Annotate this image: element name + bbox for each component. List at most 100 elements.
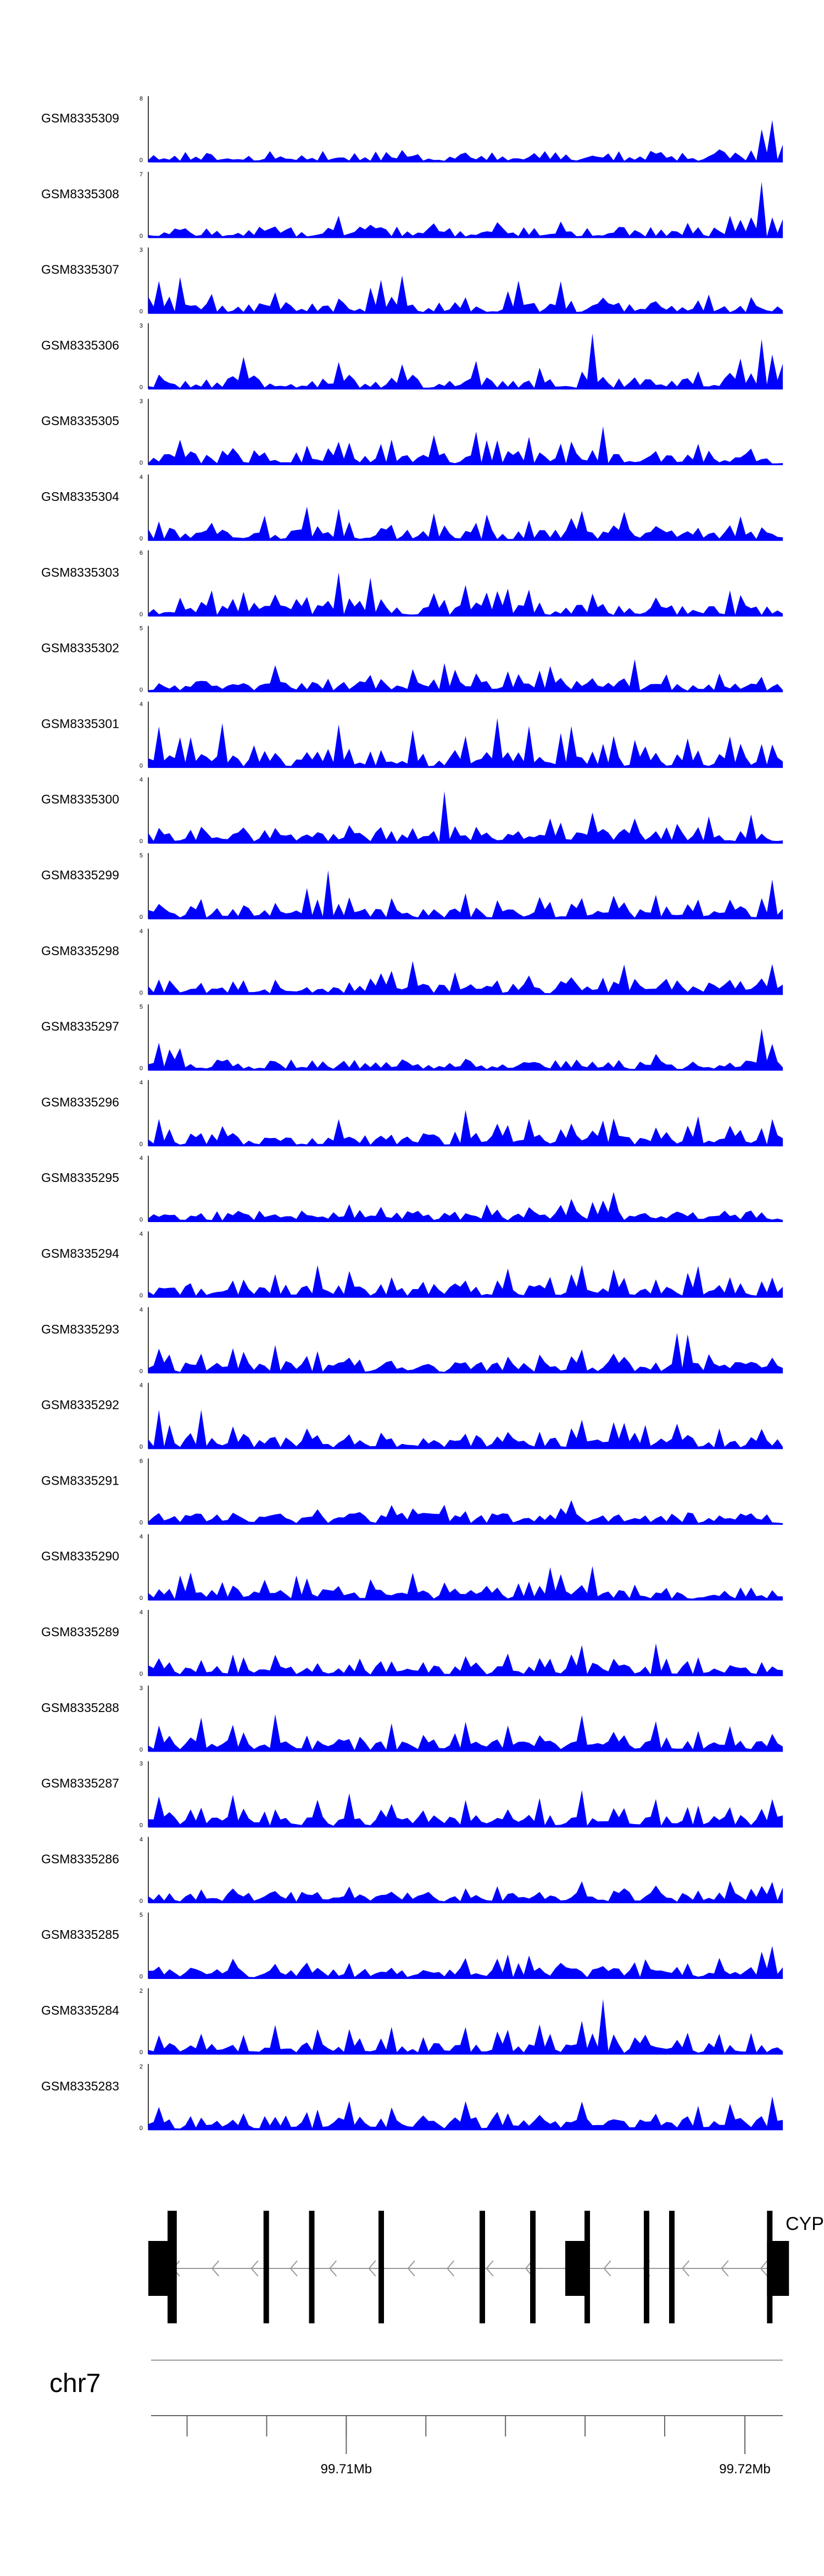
coverage-area [148,1881,783,1903]
strand-arrow [407,2260,415,2277]
track-GSM8335297: GSM8335297 5 0 [41,1004,783,1072]
track-ymax-label: 7 [140,171,143,178]
coverage-area [148,1500,783,1525]
strand-arrow [721,2260,729,2277]
coverage-area [148,120,783,162]
track-ymin-label: 0 [140,1898,143,1904]
coverage-tracks: GSM833530980GSM833530870GSM833530730GSM8… [41,96,783,2132]
track-GSM8335296: GSM8335296 4 0 [41,1079,783,1147]
gene-exon [530,2211,536,2323]
track-label: GSM8335299 [41,868,119,882]
track-GSM8335294: GSM8335294 4 0 [41,1231,783,1299]
track-label: GSM8335293 [41,1322,119,1336]
coverage-area [148,870,783,919]
track-ymax-label: 8 [140,96,143,102]
track-GSM8335286: GSM8335286 4 0 [41,1836,783,1904]
track-ymax-label: 4 [140,777,143,783]
track-ymin-label: 0 [140,990,143,996]
track-ymax-label: 4 [140,1382,143,1389]
gene-exon [168,2211,173,2323]
track-GSM8335305: GSM8335305 3 0 [41,398,783,466]
track-ymax-label: 3 [140,322,143,329]
track-label: GSM8335291 [41,1473,119,1487]
track-ymin-label: 0 [140,1973,143,1980]
coverage-area [148,718,783,768]
track-ymax-label: 5 [140,852,143,859]
track-ymax-label: 5 [140,1912,143,1919]
track-ymin-label: 0 [140,1368,143,1375]
strand-arrow [603,2260,611,2277]
coverage-area [148,1790,783,1827]
coverage-area [148,1566,783,1601]
coverage-area [148,1192,783,1222]
track-ymax-label: 6 [140,550,143,556]
track-GSM8335306: GSM8335306 3 0 [41,322,783,391]
track-label: GSM8335292 [41,1398,119,1412]
track-ymax-label: 4 [140,474,143,481]
track-ymax-label: 2 [140,2064,143,2070]
track-ymin-label: 0 [140,460,143,466]
track-ymin-label: 0 [140,1066,143,1072]
track-ymin-label: 0 [140,1217,143,1223]
track-GSM8335285: GSM8335285 5 0 [41,1912,783,1980]
strand-arrow [486,2260,494,2277]
chromosome-label: chr7 [49,2369,101,2398]
track-ymin-label: 0 [140,384,143,391]
coverage-area [148,791,783,844]
track-ymax-label: 3 [140,1761,143,1767]
track-ymin-label: 0 [140,2049,143,2056]
track-label: GSM8335301 [41,716,119,731]
coverage-area [148,1999,783,2054]
track-GSM8335295: GSM8335295 4 0 [41,1155,783,1223]
coverage-area [148,572,783,616]
track-GSM8335303: GSM8335303 6 0 [41,550,783,618]
coverage-area [148,333,783,389]
track-GSM8335308: GSM8335308 7 0 [41,171,783,239]
gene-exon [171,2211,177,2323]
track-ymax-label: 4 [140,1307,143,1313]
track-ymax-label: 4 [140,1079,143,1086]
track-ymax-label: 3 [140,398,143,405]
track-ymax-label: 4 [140,1609,143,1616]
gene-exon [378,2211,384,2323]
track-label: GSM8335298 [41,944,119,958]
track-label: GSM8335302 [41,641,119,655]
track-GSM8335302: GSM8335302 5 0 [41,626,783,694]
strand-arrow [289,2260,298,2277]
gene-exon [263,2211,269,2323]
track-label: GSM8335286 [41,1852,119,1866]
track-ymax-label: 5 [140,626,143,632]
strand-arrow [368,2260,376,2277]
track-ymin-label: 0 [140,611,143,618]
track-label: GSM8335296 [41,1095,119,1109]
track-label: GSM8335294 [41,1246,119,1261]
coverage-area [148,1109,783,1146]
gene-exon [669,2211,675,2323]
track-ymin-label: 0 [140,309,143,315]
coverage-area [148,275,783,314]
track-GSM8335288: GSM8335288 3 0 [41,1685,783,1753]
track-label: GSM8335300 [41,792,119,806]
track-ymin-label: 0 [140,914,143,921]
track-ymin-label: 0 [140,1747,143,1753]
coverage-area [148,2096,783,2130]
strand-arrow [250,2260,259,2277]
track-ymin-label: 0 [140,2125,143,2132]
track-GSM8335289: GSM8335289 4 0 [41,1609,783,1677]
coverage-area [148,1028,783,1070]
track-label: GSM8335287 [41,1776,119,1791]
track-ymax-label: 4 [140,1155,143,1162]
track-label: GSM8335289 [41,1625,119,1639]
track-ymin-label: 0 [140,1519,143,1526]
track-ymin-label: 0 [140,1444,143,1451]
track-ymax-label: 5 [140,1004,143,1011]
track-label: GSM8335283 [41,2079,119,2093]
track-ymin-label: 0 [140,762,143,769]
track-GSM8335300: GSM8335300 4 0 [41,777,783,845]
track-ymin-label: 0 [140,1292,143,1299]
gene-exon-utr [148,2241,170,2296]
gene-exon [480,2211,485,2323]
track-ymax-label: 4 [140,1231,143,1237]
track-ymin-label: 0 [140,687,143,694]
